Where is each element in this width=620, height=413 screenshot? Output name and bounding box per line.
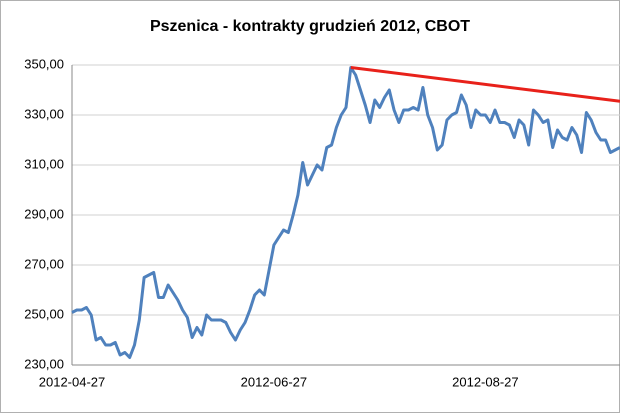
- x-tick-label: 2012-04-27: [39, 374, 106, 389]
- y-tick-label: 290,00: [24, 206, 64, 221]
- x-tick-label: 2012-08-27: [452, 374, 519, 389]
- y-tick-label: 250,00: [24, 306, 64, 321]
- x-tick-label: 2012-06-27: [241, 374, 308, 389]
- data-line: [71, 66, 620, 359]
- y-tick-label: 270,00: [24, 256, 64, 271]
- y-tick-label: 310,00: [24, 156, 64, 171]
- trend-line: [350, 66, 620, 103]
- y-tick-label: 330,00: [24, 106, 64, 121]
- chart-title: Pszenica - kontrakty grudzień 2012, CBOT: [150, 18, 470, 35]
- y-tick-label: 230,00: [24, 356, 64, 371]
- y-tick-label: 350,00: [24, 56, 64, 71]
